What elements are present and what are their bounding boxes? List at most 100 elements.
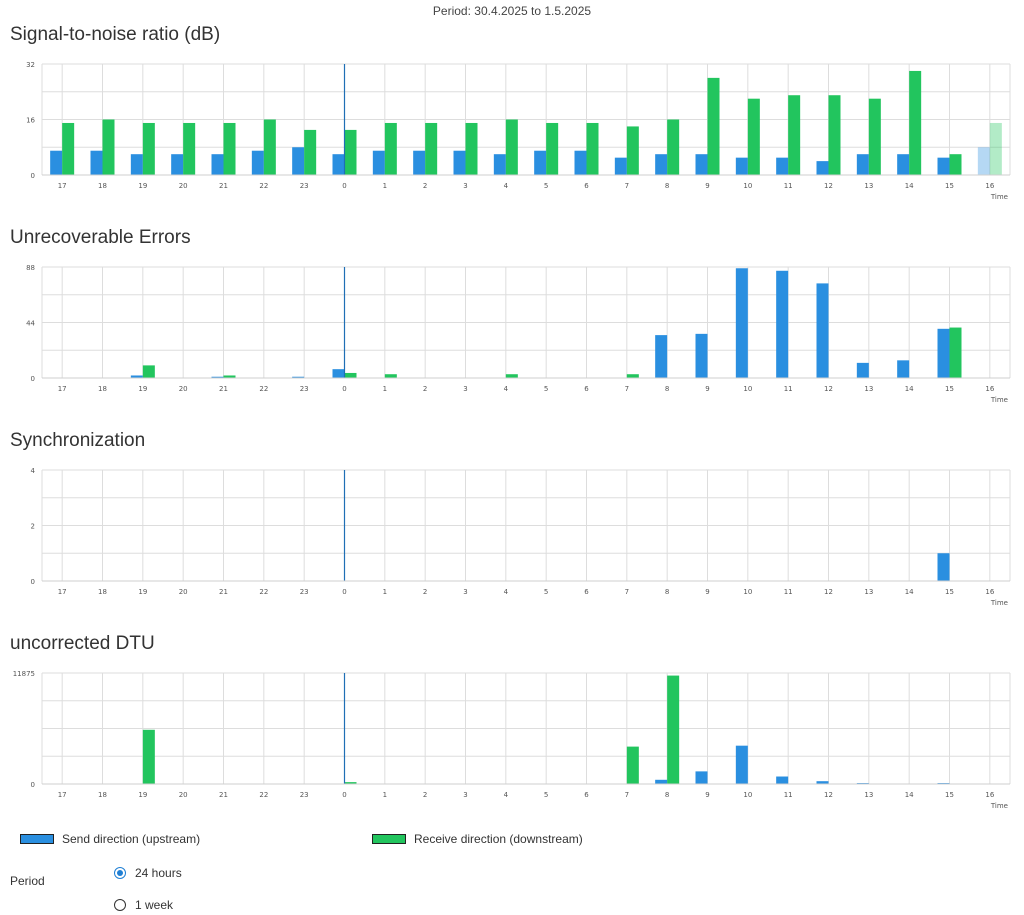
bar-downstream-1	[384, 122, 397, 175]
bar-downstream-11	[788, 95, 801, 175]
x-tick-label: 7	[625, 182, 629, 190]
bar-downstream-13	[868, 98, 881, 175]
x-tick-label: 17	[58, 385, 67, 393]
x-axis-label: Time	[990, 193, 1008, 201]
bar-downstream-0	[344, 782, 357, 784]
x-tick-label: 10	[743, 588, 752, 596]
bar-upstream-5	[534, 150, 547, 175]
x-tick-label: 12	[824, 791, 833, 799]
bar-downstream-14	[909, 70, 922, 175]
x-tick-label: 12	[824, 588, 833, 596]
y-tick-label: 0	[31, 172, 35, 180]
y-tick-label: 0	[31, 781, 35, 789]
x-tick-label: 13	[864, 791, 873, 799]
x-tick-label: 21	[219, 791, 228, 799]
chart-title-unrecoverable-errors: Unrecoverable Errors	[10, 227, 191, 248]
bar-upstream-0	[332, 369, 345, 378]
y-tick-label: 2	[31, 523, 35, 531]
bar-upstream-10	[735, 745, 748, 784]
bar-upstream-21	[211, 154, 224, 175]
y-tick-label: 16	[26, 117, 35, 125]
x-axis-label: Time	[990, 396, 1008, 404]
x-tick-label: 1	[383, 791, 387, 799]
bar-upstream-1	[372, 150, 385, 175]
x-tick-label: 2	[423, 791, 427, 799]
bar-upstream-20	[171, 154, 184, 175]
bar-downstream-4	[505, 119, 518, 175]
legend-upstream-swatch	[20, 834, 54, 844]
x-tick-label: 17	[58, 588, 67, 596]
bar-downstream-2	[425, 122, 438, 175]
radio-24-hours[interactable]: 24 hours	[114, 866, 182, 880]
x-tick-label: 5	[544, 385, 548, 393]
x-tick-label: 12	[824, 182, 833, 190]
radio-1-week-circle[interactable]	[114, 899, 126, 911]
x-tick-label: 4	[504, 791, 509, 799]
bar-downstream-17	[62, 122, 75, 175]
bar-upstream-9	[695, 333, 708, 378]
bar-downstream-19	[142, 729, 155, 784]
x-tick-label: 18	[98, 791, 107, 799]
legend-upstream-label: Send direction (upstream)	[62, 832, 201, 846]
x-tick-label: 16	[985, 791, 994, 799]
x-tick-label: 23	[300, 791, 309, 799]
bar-upstream-23	[292, 376, 305, 378]
x-tick-label: 7	[625, 791, 629, 799]
x-tick-label: 0	[342, 182, 346, 190]
radio-1-week-label[interactable]: 1 week	[135, 898, 174, 912]
x-axis-label: Time	[990, 802, 1008, 810]
radio-24-hours-circle[interactable]	[114, 867, 126, 879]
x-tick-label: 5	[544, 791, 548, 799]
x-tick-label: 2	[423, 385, 427, 393]
x-tick-label: 1	[383, 385, 387, 393]
bar-downstream-0	[344, 129, 357, 175]
bar-upstream-15	[937, 553, 950, 581]
radio-1-week[interactable]: 1 week	[114, 898, 173, 912]
x-tick-label: 9	[705, 791, 709, 799]
bar-upstream-0	[332, 154, 345, 175]
bar-upstream-8	[655, 779, 668, 784]
x-tick-label: 6	[584, 791, 589, 799]
x-tick-label: 5	[544, 588, 548, 596]
x-tick-label: 22	[259, 588, 268, 596]
legend-downstream-swatch	[372, 834, 406, 844]
bar-downstream-1	[384, 374, 397, 378]
bar-upstream-17	[50, 150, 63, 175]
x-tick-label: 2	[423, 182, 427, 190]
x-tick-label: 22	[259, 182, 268, 190]
x-tick-label: 11	[784, 182, 793, 190]
x-tick-label: 9	[705, 588, 709, 596]
x-tick-label: 14	[905, 791, 914, 799]
bar-downstream-21	[223, 122, 236, 175]
x-tick-label: 8	[665, 791, 669, 799]
chart-title-snr: Signal-to-noise ratio (dB)	[10, 24, 221, 45]
x-tick-label: 22	[259, 791, 268, 799]
x-tick-label: 11	[784, 588, 793, 596]
x-tick-label: 9	[705, 182, 709, 190]
chart-title-uncorrected-dtu: uncorrected DTU	[10, 633, 155, 654]
bar-upstream-13	[856, 154, 869, 175]
bar-downstream-21	[223, 375, 236, 378]
x-tick-label: 9	[705, 385, 709, 393]
x-tick-label: 18	[98, 588, 107, 596]
y-tick-label: 0	[31, 375, 35, 383]
radio-24-hours-label[interactable]: 24 hours	[135, 866, 182, 880]
x-tick-label: 11	[784, 791, 793, 799]
bar-upstream-22	[251, 150, 264, 175]
x-tick-label: 5	[544, 182, 548, 190]
bar-downstream-18	[102, 119, 115, 175]
x-tick-label: 20	[179, 588, 188, 596]
x-tick-label: 6	[584, 182, 589, 190]
bar-downstream-19	[142, 365, 155, 378]
bar-downstream-0	[344, 372, 357, 378]
x-axis-label: Time	[990, 599, 1008, 607]
bar-downstream-4	[505, 374, 518, 378]
y-tick-label: 0	[31, 578, 35, 586]
bar-upstream-19	[130, 154, 143, 175]
x-tick-label: 2	[423, 588, 427, 596]
bar-upstream-11	[776, 776, 789, 784]
bar-upstream-14	[897, 360, 910, 378]
